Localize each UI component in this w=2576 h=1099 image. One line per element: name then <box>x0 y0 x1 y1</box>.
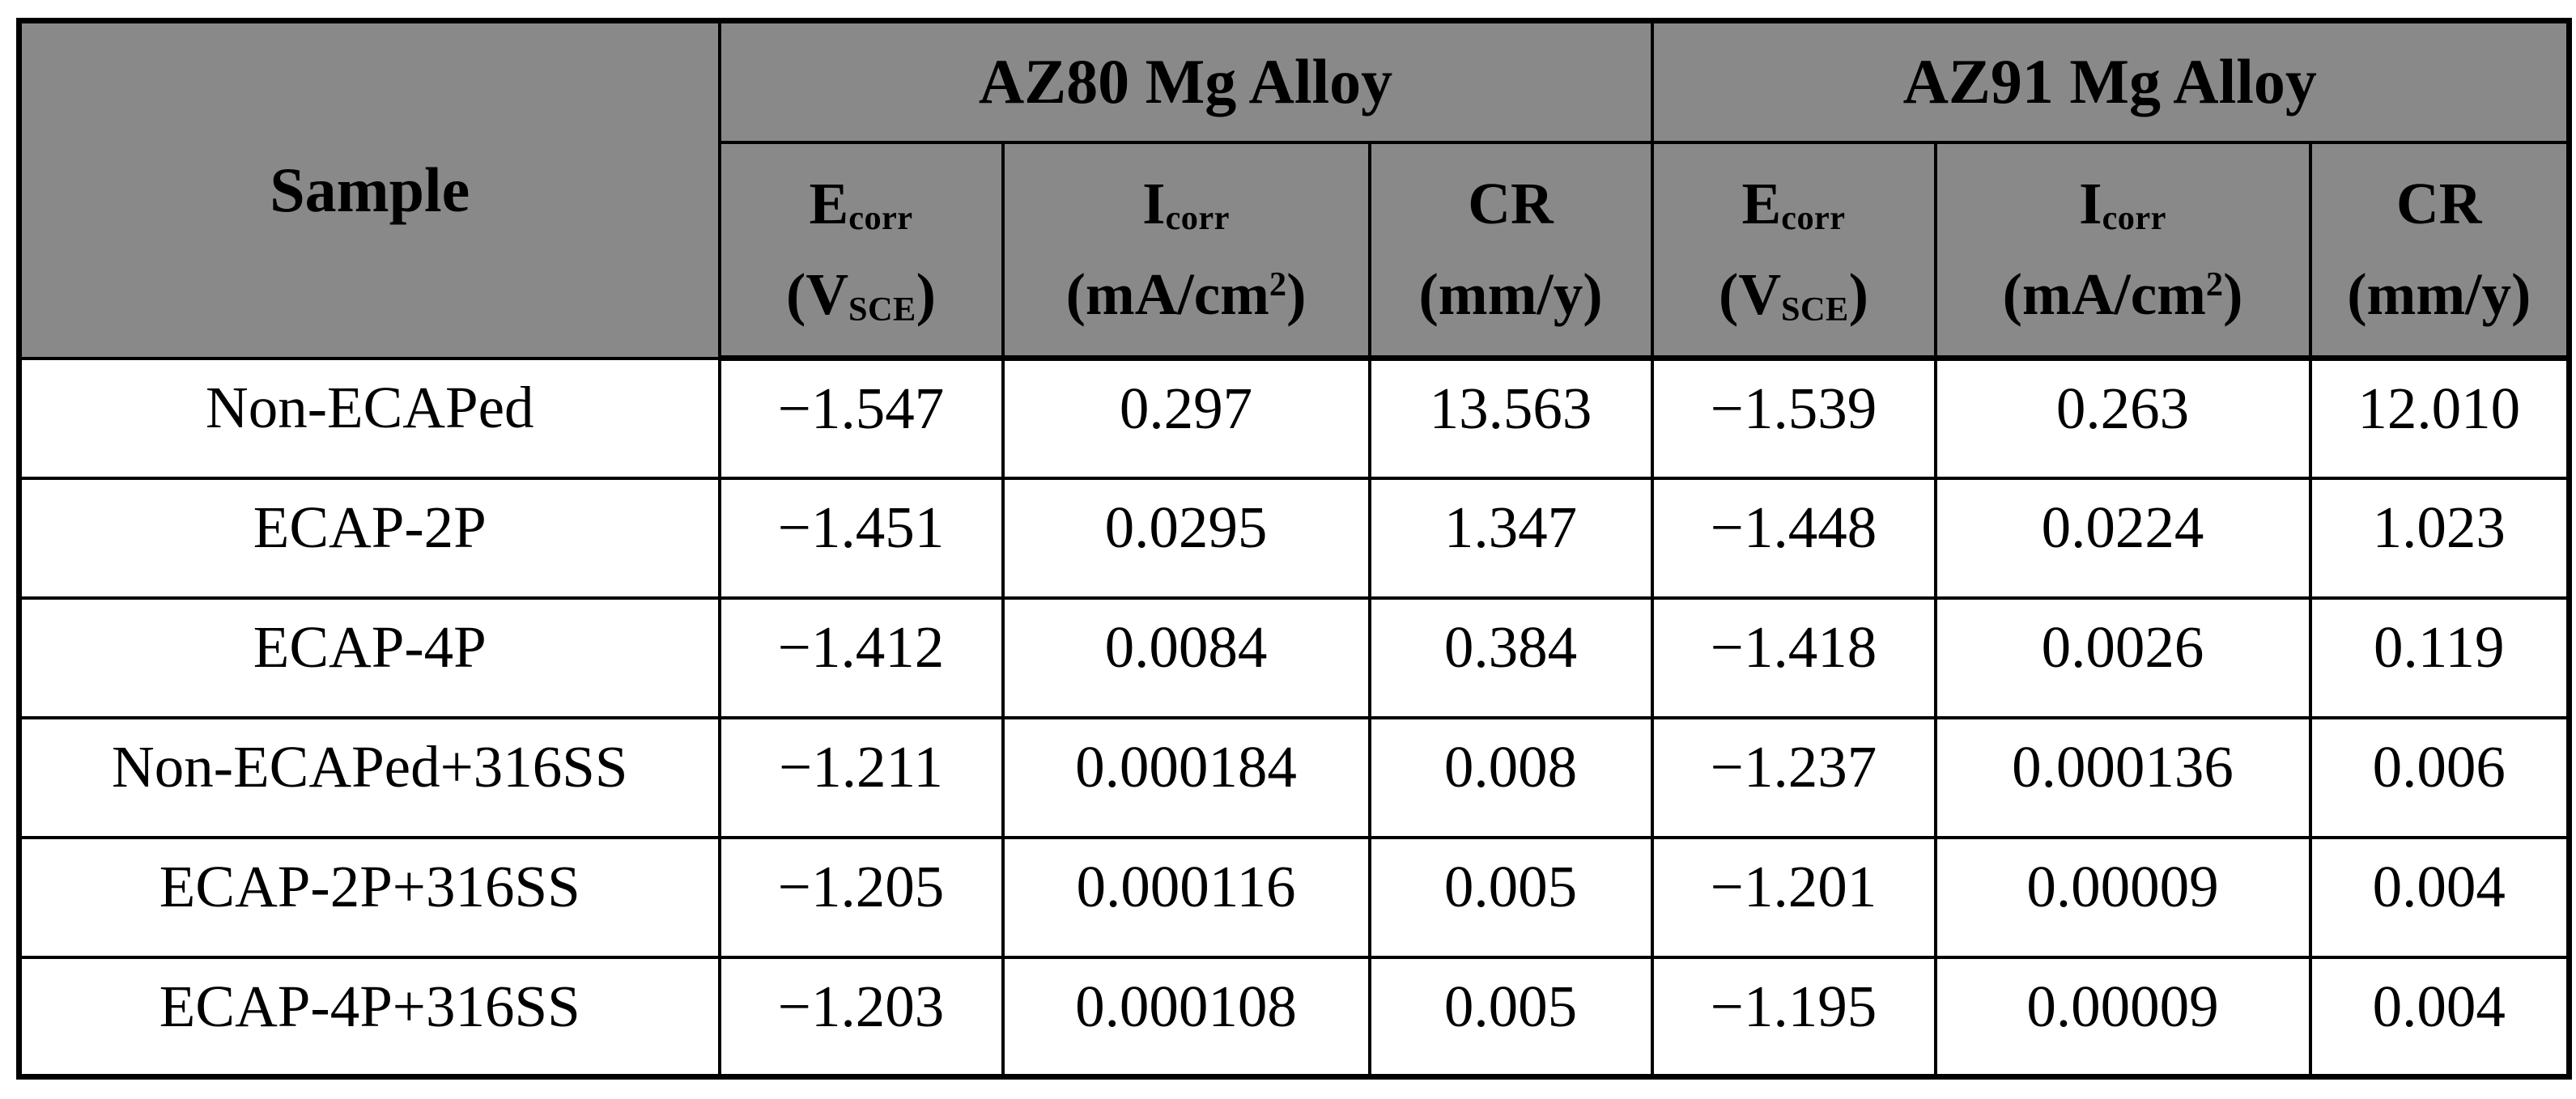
cell-sample: Non-ECAPed <box>17 356 721 480</box>
table-row: ECAP-4P −1.412 0.0084 0.384 −1.418 0.002… <box>17 596 2571 719</box>
symbol-cr: CR <box>2396 170 2482 236</box>
cell-az91-cr: 12.010 <box>2308 356 2571 480</box>
cell-az91-icorr: 0.00009 <box>1933 835 2312 959</box>
cell-az91-cr: 0.119 <box>2308 596 2571 719</box>
cell-az80-ecorr: −1.451 <box>717 476 1005 600</box>
cell-az91-ecorr: −1.195 <box>1650 955 1937 1079</box>
cell-az80-ecorr: −1.211 <box>717 715 1005 839</box>
unit-vsce: (VSCE) <box>1719 261 1868 329</box>
cell-az80-ecorr: −1.203 <box>717 955 1005 1079</box>
cell-az91-icorr: 0.000136 <box>1933 715 2312 839</box>
table-row: Non-ECAPed+316SS −1.211 0.000184 0.008 −… <box>17 715 2571 839</box>
cell-az91-cr: 0.006 <box>2308 715 2571 839</box>
col-header-az91-ecorr: Ecorr (VSCE) <box>1650 140 1937 361</box>
cell-az80-cr: 0.005 <box>1367 835 1654 959</box>
cell-az91-ecorr: −1.418 <box>1650 596 1937 719</box>
cell-az80-icorr: 0.000116 <box>1001 835 1371 959</box>
corner-header-sample: Sample <box>17 19 721 360</box>
symbol-icorr: Icorr <box>1142 170 1230 238</box>
cell-sample: ECAP-4P+316SS <box>17 955 721 1079</box>
cell-az91-icorr: 0.263 <box>1933 356 2312 480</box>
cell-az91-ecorr: −1.237 <box>1650 715 1937 839</box>
group-header-az80: AZ80 Mg Alloy <box>717 19 1654 144</box>
cell-az80-cr: 0.005 <box>1367 955 1654 1079</box>
cell-sample: ECAP-4P <box>17 596 721 719</box>
cell-az80-icorr: 0.0295 <box>1001 476 1371 600</box>
table-row: Non-ECAPed −1.547 0.297 13.563 −1.539 0.… <box>17 356 2571 480</box>
cell-az80-icorr: 0.000184 <box>1001 715 1371 839</box>
col-header-az91-cr: CR (mm/y) <box>2308 140 2571 361</box>
cell-az91-cr: 0.004 <box>2308 955 2571 1079</box>
cell-az91-ecorr: −1.539 <box>1650 356 1937 480</box>
cell-sample: ECAP-2P+316SS <box>17 835 721 959</box>
cell-az80-ecorr: −1.412 <box>717 596 1005 719</box>
cell-az80-ecorr: −1.205 <box>717 835 1005 959</box>
cell-az80-ecorr: −1.547 <box>717 356 1005 480</box>
col-header-az80-cr: CR (mm/y) <box>1367 140 1654 361</box>
unit-ma-cm2: (mA/cm2) <box>1065 261 1307 328</box>
col-header-az91-icorr: Icorr (mA/cm2) <box>1933 140 2312 361</box>
symbol-ecorr: Ecorr <box>809 170 913 238</box>
cell-az91-icorr: 0.0026 <box>1933 596 2312 719</box>
cell-az91-icorr: 0.0224 <box>1933 476 2312 600</box>
table-row: ECAP-4P+316SS −1.203 0.000108 0.005 −1.1… <box>17 955 2571 1079</box>
group-header-az91: AZ91 Mg Alloy <box>1650 19 2571 144</box>
symbol-ecorr: Ecorr <box>1741 170 1846 238</box>
unit-ma-cm2: (mA/cm2) <box>2002 261 2243 328</box>
cell-sample: ECAP-2P <box>17 476 721 600</box>
symbol-cr: CR <box>1468 170 1554 236</box>
cell-az80-cr: 1.347 <box>1367 476 1654 600</box>
cell-az80-cr: 13.563 <box>1367 356 1654 480</box>
col-header-az80-icorr: Icorr (mA/cm2) <box>1001 140 1371 361</box>
cell-az91-cr: 1.023 <box>2308 476 2571 600</box>
cell-az80-icorr: 0.000108 <box>1001 955 1371 1079</box>
cell-az91-ecorr: −1.201 <box>1650 835 1937 959</box>
cell-az80-cr: 0.008 <box>1367 715 1654 839</box>
col-header-az80-ecorr: Ecorr (VSCE) <box>717 140 1005 361</box>
unit-mm-y: (mm/y) <box>2347 261 2531 328</box>
cell-sample: Non-ECAPed+316SS <box>17 715 721 839</box>
cell-az91-ecorr: −1.448 <box>1650 476 1937 600</box>
cell-az80-icorr: 0.0084 <box>1001 596 1371 719</box>
symbol-icorr: Icorr <box>2079 170 2166 238</box>
cell-az91-cr: 0.004 <box>2308 835 2571 959</box>
table-row: ECAP-2P+316SS −1.205 0.000116 0.005 −1.2… <box>17 835 2571 959</box>
corrosion-data-table: Sample AZ80 Mg Alloy AZ91 Mg Alloy Ecorr… <box>16 18 2572 1080</box>
cell-az80-cr: 0.384 <box>1367 596 1654 719</box>
unit-mm-y: (mm/y) <box>1418 261 1603 328</box>
cell-az80-icorr: 0.297 <box>1001 356 1371 480</box>
unit-vsce: (VSCE) <box>786 261 936 329</box>
table-row: ECAP-2P −1.451 0.0295 1.347 −1.448 0.022… <box>17 476 2571 600</box>
cell-az91-icorr: 0.00009 <box>1933 955 2312 1079</box>
